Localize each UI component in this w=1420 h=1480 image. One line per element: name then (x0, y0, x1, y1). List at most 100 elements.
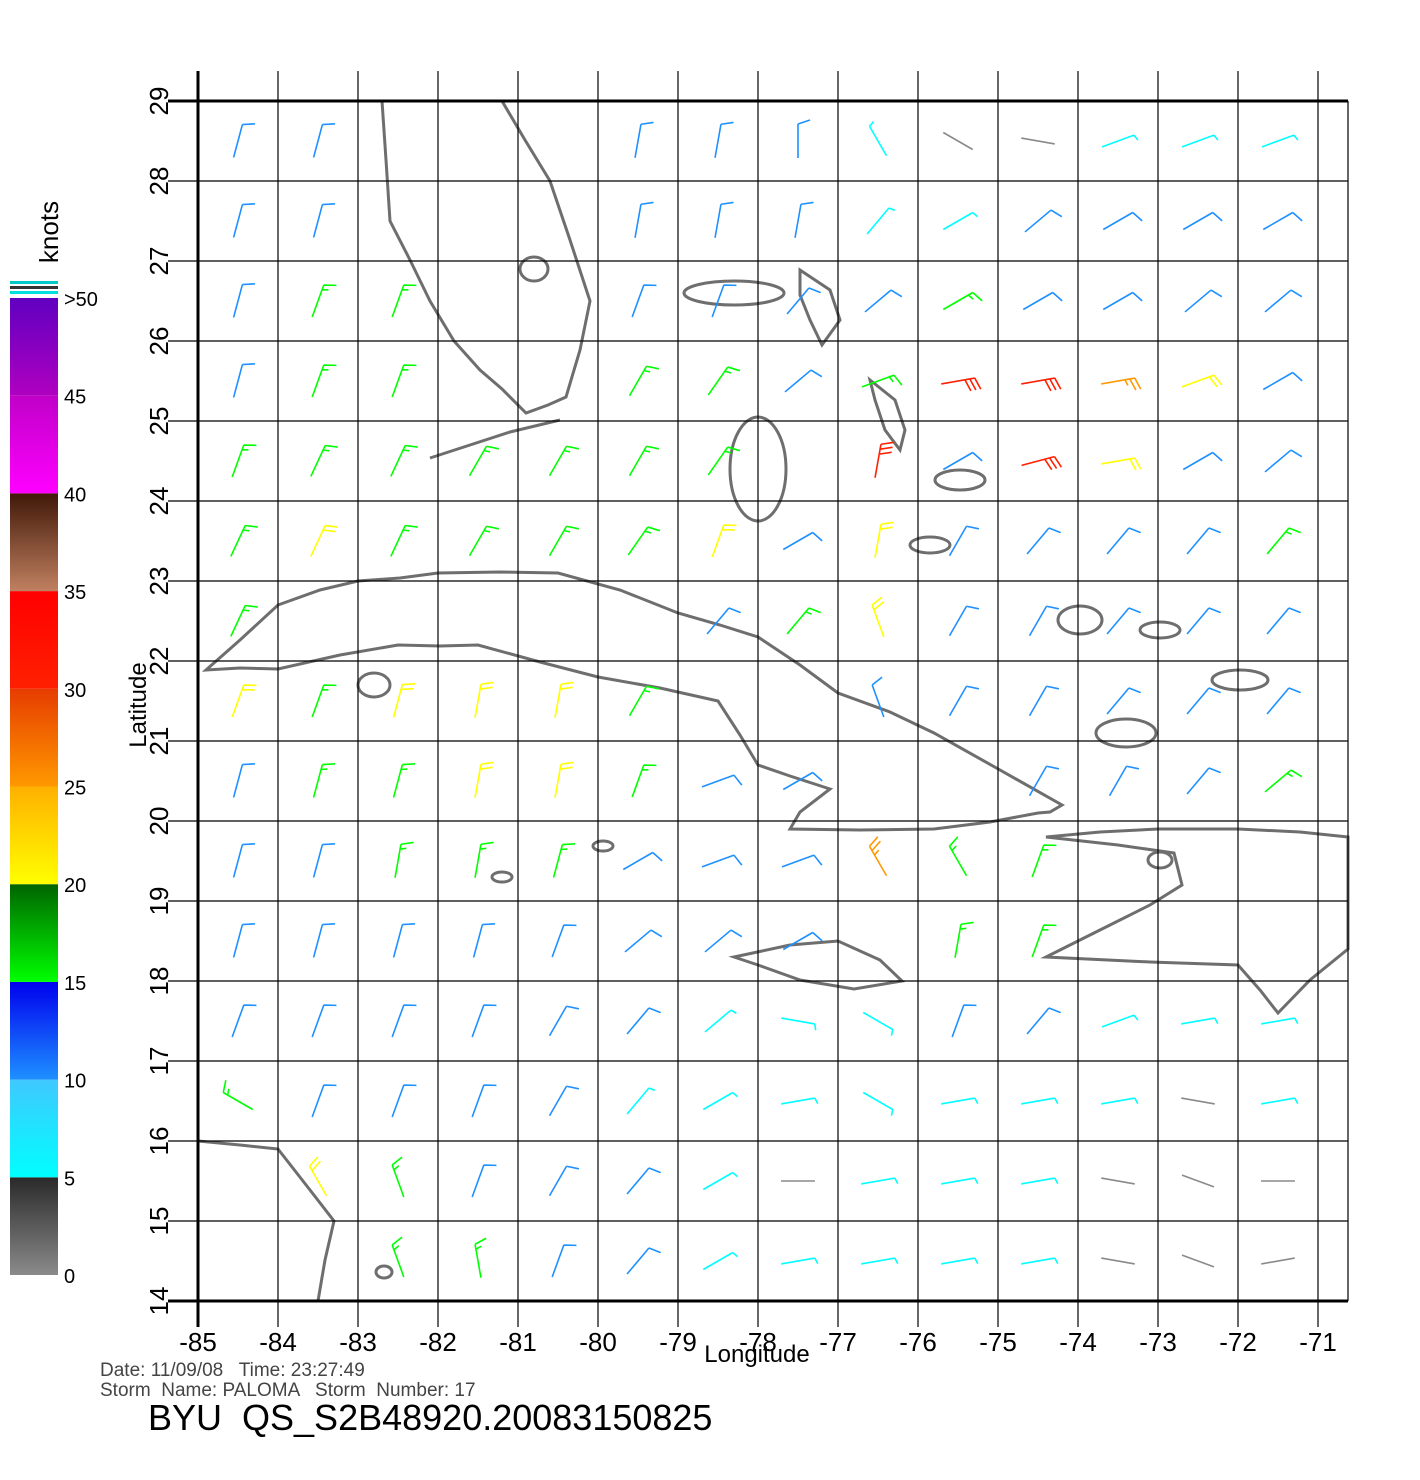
wind-barb (391, 1156, 405, 1198)
wind-barbs (222, 119, 1303, 1278)
wind-barb (1021, 137, 1055, 145)
wind-barb (704, 929, 743, 953)
wind-barb (1021, 455, 1063, 471)
y-tick-label: 28 (144, 167, 174, 196)
wind-barb (1101, 457, 1142, 471)
wind-barb (782, 931, 823, 951)
wind-barb (942, 451, 983, 471)
wind-barb (954, 921, 974, 958)
wind-barb (701, 774, 743, 788)
wind-barb (624, 929, 663, 953)
wind-barb (1108, 765, 1140, 797)
colorbar-segment (10, 688, 58, 787)
x-tick-label: -78 (739, 1327, 777, 1357)
wind-barb (1266, 607, 1301, 635)
wind-barb (702, 1171, 738, 1191)
wind-barb (231, 444, 257, 478)
wind-barb (391, 364, 417, 398)
colorbar-segment (10, 493, 58, 592)
wind-barb (701, 854, 743, 868)
wind-barb (554, 761, 574, 798)
wind-barb (1181, 1174, 1215, 1188)
wind-barb (312, 763, 336, 798)
wind-barb (1106, 607, 1141, 635)
wind-barb (1021, 1257, 1059, 1265)
wind-barb (1101, 1177, 1135, 1185)
colorbar-label: 0 (64, 1266, 75, 1288)
colorbar-label: 10 (64, 1071, 86, 1093)
wind-barb (391, 284, 417, 318)
colorbar-segment (10, 298, 58, 396)
y-tick-label: 22 (144, 647, 174, 676)
wind-barb (1184, 289, 1223, 313)
wind-barb (627, 526, 661, 556)
wind-barb (781, 854, 823, 868)
wind-barb (1101, 134, 1139, 148)
wind-barb (707, 366, 741, 396)
wind-barb (1264, 449, 1303, 473)
colorbar-label: 5 (64, 1168, 75, 1190)
wind-barb (622, 851, 663, 871)
wind-barb (948, 525, 980, 557)
wind-barb (1186, 687, 1221, 715)
wind-barb (232, 363, 256, 398)
wind-barb (626, 1167, 661, 1195)
wind-barb (628, 365, 660, 397)
y-tick-label: 18 (144, 967, 174, 996)
wind-barb (1021, 377, 1062, 392)
wind-barb (391, 1004, 417, 1038)
wind-barb (948, 836, 968, 877)
wind-barb (1022, 291, 1063, 311)
wind-barb (474, 1237, 487, 1278)
x-tick-label: -76 (899, 1327, 937, 1357)
wind-barb (1181, 134, 1219, 148)
wind-barb (222, 1079, 254, 1111)
wind-barb (1101, 1014, 1139, 1028)
y-axis-title: Latitude (125, 662, 152, 747)
wind-barb (392, 683, 416, 718)
wind-barb (1261, 134, 1299, 148)
wind-barb (1028, 605, 1060, 637)
x-tick-label: -71 (1299, 1327, 1337, 1357)
wind-barb (392, 763, 416, 798)
y-tick-label: 27 (144, 247, 174, 276)
wind-barb (548, 1005, 580, 1037)
wind-barb (864, 289, 903, 313)
wind-barb (554, 681, 574, 718)
x-tick-label: -84 (259, 1327, 297, 1357)
x-tick-label: -79 (659, 1327, 697, 1357)
colorbar: 0 5 10 15 20 25 30 35 40 45 >50 (10, 281, 98, 1288)
y-tick-label: 21 (144, 727, 174, 756)
y-tick-label: 14 (144, 1287, 174, 1316)
wind-barb (231, 1004, 257, 1038)
wind-barb (1266, 527, 1301, 555)
wind-barb (704, 1009, 737, 1033)
wind-barb (874, 441, 894, 478)
y-tick-label: 16 (144, 1127, 174, 1156)
wind-barb (232, 843, 256, 878)
x-tick-label: -82 (419, 1327, 457, 1357)
wind-barb (1106, 527, 1141, 555)
colorbar-label: 45 (64, 387, 86, 409)
wind-barb (628, 445, 660, 477)
wind-barb (861, 1177, 899, 1185)
wind-barb (311, 284, 337, 318)
wind-barb (232, 923, 256, 958)
wind-barb (311, 1084, 337, 1118)
wind-barb (1101, 377, 1142, 391)
wind-barb (230, 524, 258, 557)
wind-barb (714, 121, 734, 158)
wind-barb (311, 1004, 337, 1038)
wind-barb (551, 924, 577, 958)
colorbar-segment (10, 395, 58, 494)
wind-barb (232, 123, 256, 158)
wind-barb (311, 684, 337, 718)
wind-barb (1261, 1257, 1295, 1265)
wind-barb (1186, 607, 1221, 635)
wind-barb (786, 607, 821, 635)
wind-barb (471, 1164, 497, 1198)
wind-barb (1024, 209, 1063, 233)
wind-barb (548, 1165, 580, 1197)
colorbar-title: knots (34, 201, 64, 263)
wind-barb (548, 1085, 580, 1117)
